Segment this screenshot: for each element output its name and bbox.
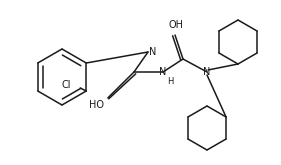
Text: N: N (159, 67, 167, 77)
Text: OH: OH (169, 20, 183, 30)
Text: N: N (203, 67, 211, 77)
Text: Cl: Cl (62, 80, 71, 90)
Text: HO: HO (89, 100, 104, 110)
Text: N: N (149, 47, 156, 57)
Text: H: H (167, 77, 173, 86)
